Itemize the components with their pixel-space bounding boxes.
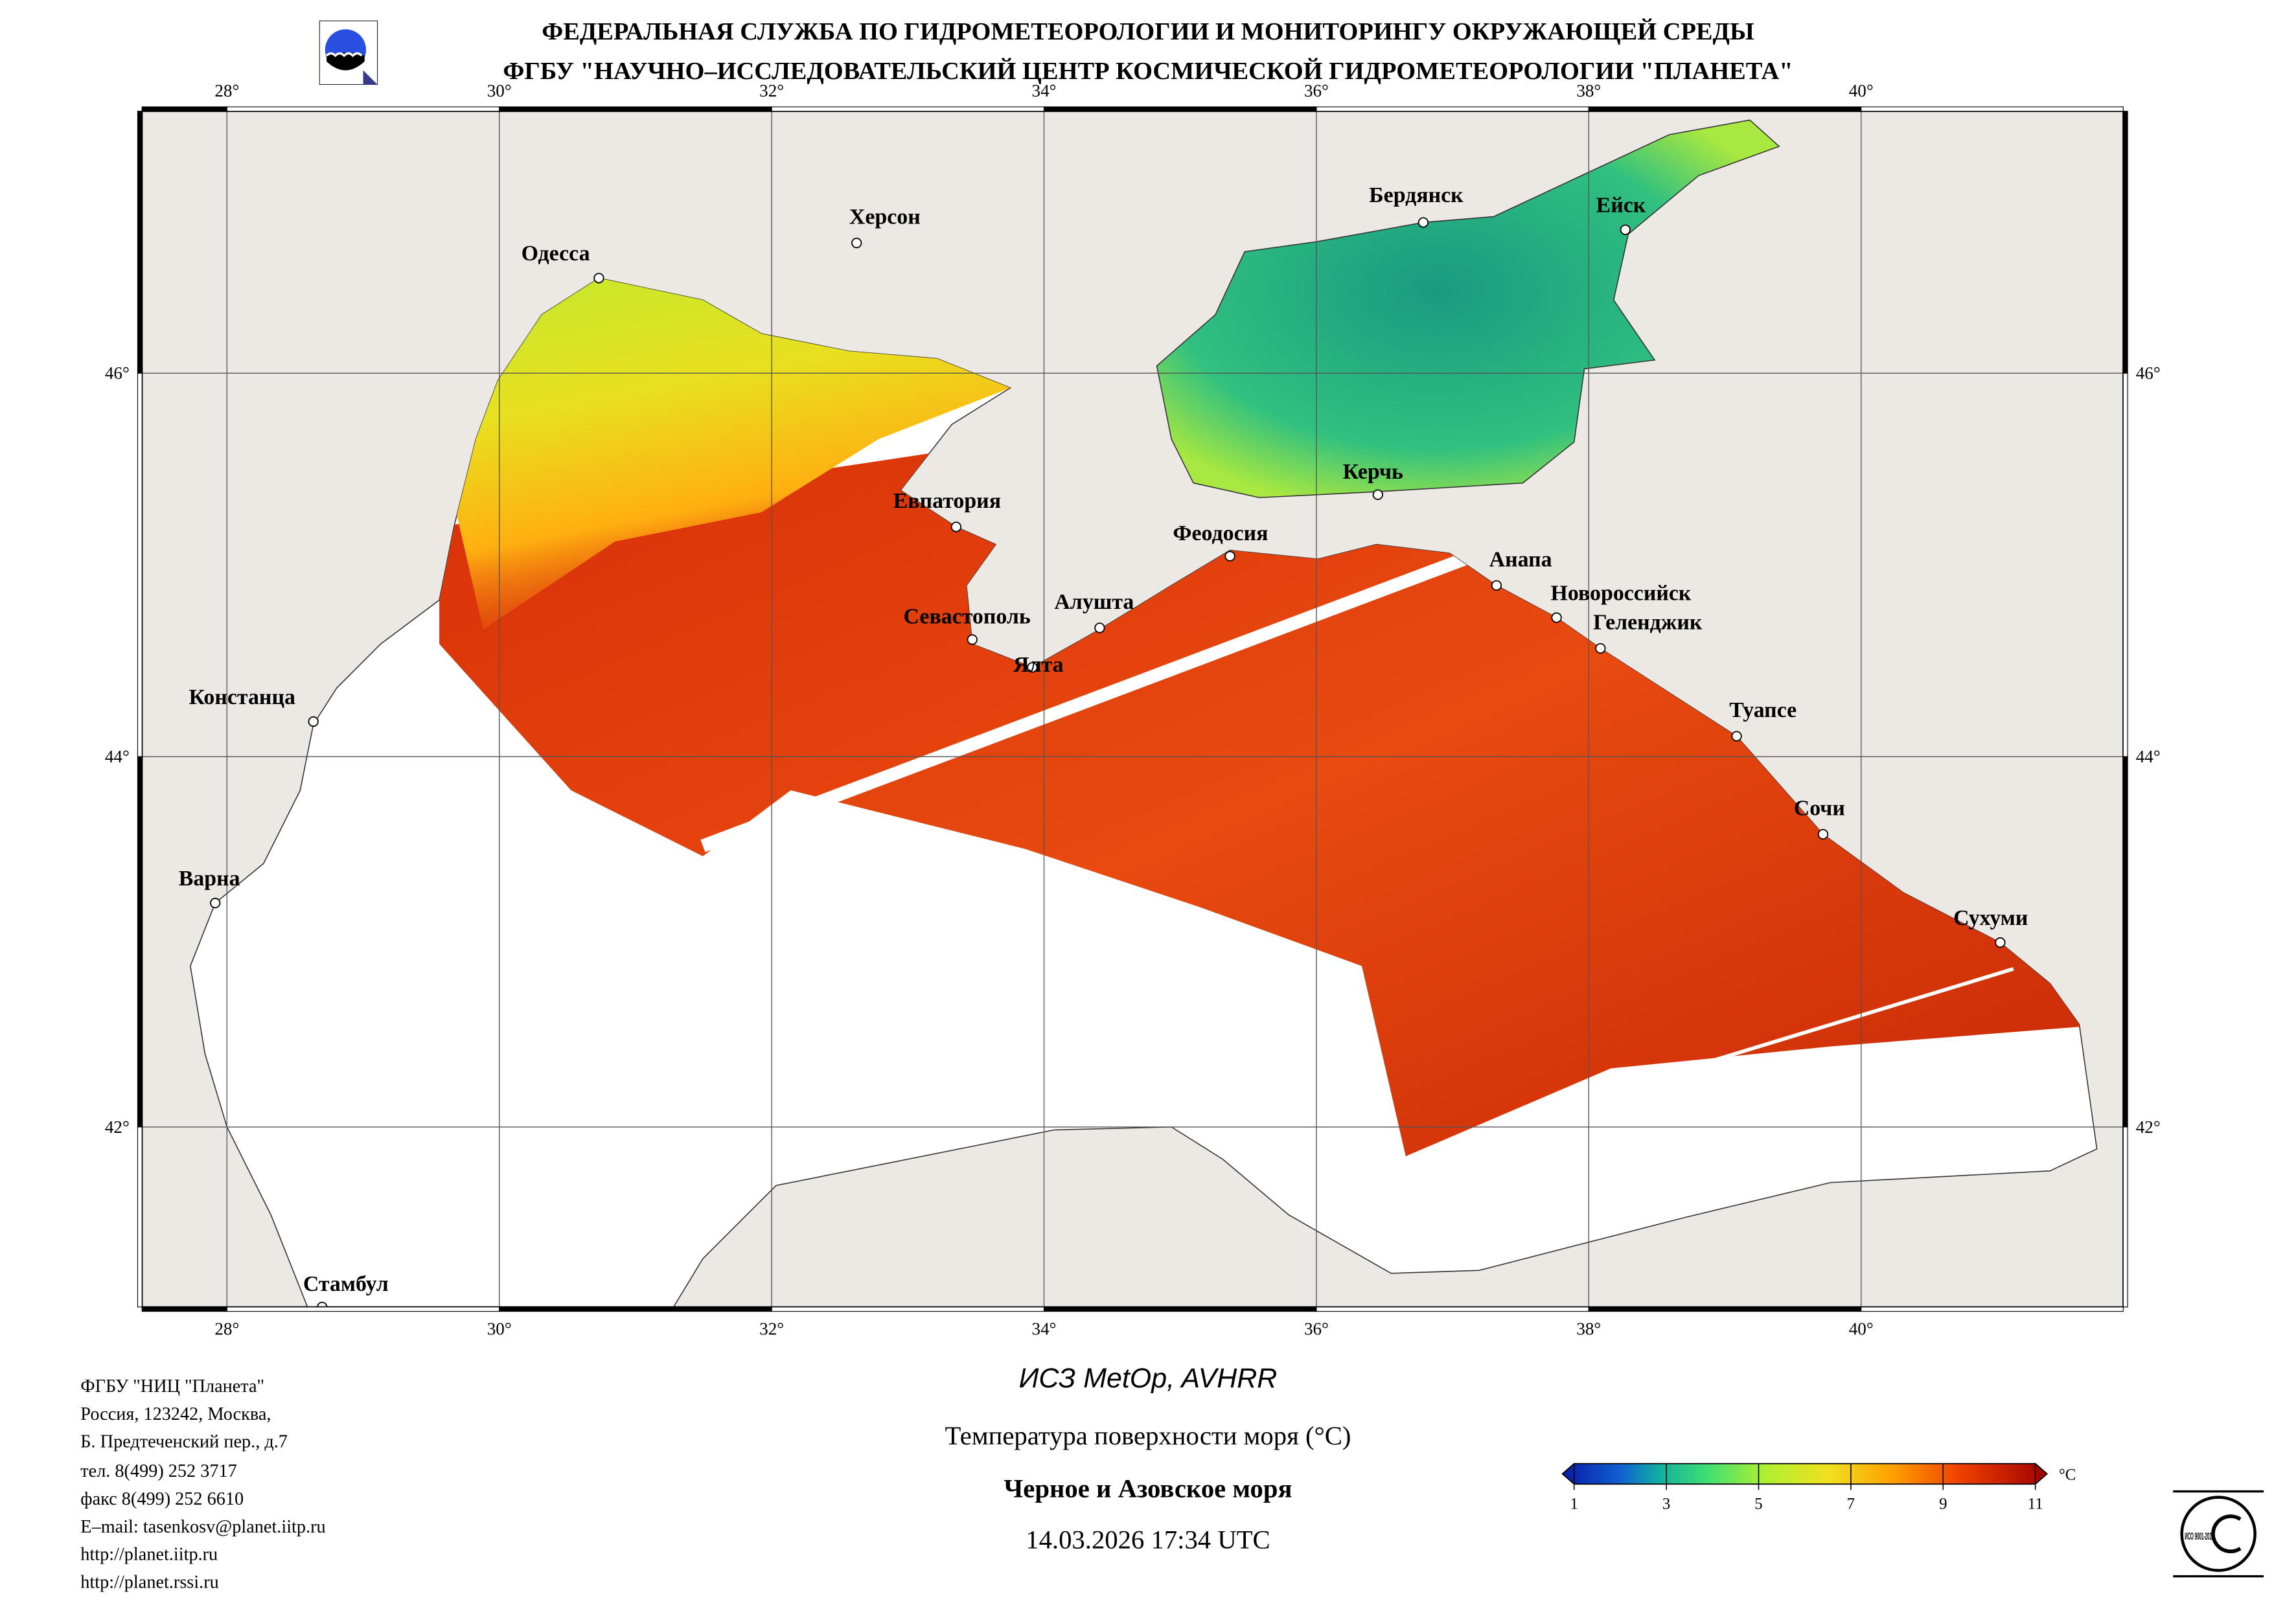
city-marker: [1551, 612, 1562, 623]
colorbar-tick-label: 9: [1939, 1496, 1947, 1513]
contact-info: ФГБУ "НИЦ "Планета" Россия, 123242, Моск…: [80, 1373, 325, 1598]
city-label: Феодосия: [1173, 521, 1268, 545]
city-label: Новороссийск: [1551, 581, 1692, 605]
longitude-label: 38°: [1576, 1319, 1601, 1339]
iso-certification-badge: ИСО 9001-2015: [2173, 1490, 2264, 1578]
longitude-label: 38°: [1576, 81, 1601, 100]
latitude-label: 46°: [105, 363, 130, 383]
city-label: Одесса: [522, 242, 590, 266]
city-marker: [1491, 580, 1502, 591]
city-marker: [1995, 937, 2006, 948]
colorbar-tick-label: 5: [1754, 1496, 1762, 1513]
city-label: Варна: [179, 867, 240, 891]
region-title: Черное и Азовское моря: [1004, 1474, 1292, 1503]
longitude-label: 36°: [1304, 81, 1329, 100]
city-marker: [593, 273, 604, 284]
city-label: Керчь: [1343, 460, 1403, 484]
contact-link[interactable]: http://planet.rssi.ru: [80, 1572, 219, 1593]
longitude-label: 34°: [1032, 1319, 1057, 1339]
city-label: Туапсе: [1729, 698, 1797, 722]
graticule: [142, 111, 2124, 1307]
city-label: Геленджик: [1593, 611, 1703, 635]
city-marker: [1418, 217, 1429, 228]
contact-line: ФГБУ "НИЦ "Планета": [80, 1376, 265, 1396]
longitude-label: 28°: [214, 81, 239, 100]
longitude-label: 30°: [487, 81, 512, 100]
city-label: Севастополь: [904, 605, 1031, 629]
longitude-label: 28°: [214, 1319, 239, 1339]
contact-line: Россия, 123242, Москва,: [80, 1404, 271, 1425]
colorbar-tick-label: 11: [2028, 1496, 2043, 1513]
observation-datetime: 14.03.2026 17:34 UTC: [1026, 1525, 1270, 1555]
contact-line: Б. Предтеченский пер., д.7: [80, 1431, 288, 1453]
colorbar-tick-label: 3: [1662, 1496, 1670, 1513]
colorbar-tick-label: 1: [1570, 1496, 1578, 1513]
city-marker: [851, 237, 862, 249]
latitude-label: 42°: [2136, 1117, 2161, 1137]
satellite-label: ИСЗ MetOp, AVHRR: [1018, 1363, 1278, 1395]
city-label: Сухуми: [1953, 906, 2028, 930]
longitude-label: 32°: [759, 81, 784, 100]
latitude-label: 42°: [105, 1117, 130, 1137]
swath-gap: [1581, 967, 2014, 1102]
contact-email[interactable]: E–mail: tasenkosv@planet.iitp.ru: [80, 1516, 326, 1537]
longitude-label: 40°: [1849, 1319, 1874, 1339]
contact-link[interactable]: http://planet.iitp.ru: [80, 1544, 218, 1566]
latitude-label: 46°: [2136, 363, 2161, 383]
product-title: Температура поверхности моря (°C): [945, 1421, 1351, 1451]
contact-line: факс 8(499) 252 6610: [80, 1488, 244, 1509]
city-label: Сочи: [1794, 797, 1845, 821]
city-marker: [1817, 828, 1829, 840]
city-marker: [950, 521, 962, 532]
city-label: Анапа: [1489, 547, 1552, 571]
city-label: Ейск: [1596, 194, 1646, 218]
city-label: Стамбул: [303, 1272, 389, 1296]
colorbar-ramp: [1561, 1463, 2049, 1485]
iso-badge-text: ИСО 9001-2015: [2185, 1531, 2214, 1542]
longitude-label: 34°: [1032, 81, 1057, 100]
latitude-label: 44°: [105, 747, 130, 766]
latitude-label: 44°: [2136, 747, 2161, 766]
city-label: Бердянск: [1369, 183, 1464, 207]
city-marker: [967, 634, 978, 645]
city-marker: [210, 898, 221, 909]
sst-warm-region: [439, 439, 2097, 1157]
city-label: Констанца: [189, 685, 295, 709]
center-title: ФГБУ "НАУЧНО–ИССЛЕДОВАТЕЛЬСКИЙ ЦЕНТР КОС…: [503, 57, 1793, 85]
city-marker: [1094, 622, 1105, 633]
longitude-label: 30°: [487, 1319, 512, 1339]
planeta-logo-icon: [319, 20, 378, 85]
city-marker: [1224, 551, 1235, 562]
colorbar-unit: °C: [2059, 1466, 2076, 1483]
longitude-label: 32°: [759, 1319, 784, 1339]
city-label: Ялта: [1013, 653, 1064, 677]
city-markers: Одесса Херсон Бердянск Ейск Керчь Евпатория Фе…: [179, 183, 2028, 1307]
city-label: Алушта: [1054, 590, 1134, 614]
city-marker: [1731, 731, 1742, 742]
map-frame: [137, 106, 2128, 1312]
city-marker: [1372, 489, 1383, 500]
sea-of-azov-sst: [1156, 119, 1780, 499]
city-label: Евпатория: [893, 489, 1001, 513]
city-marker: [1620, 224, 1631, 235]
city-marker: [1595, 643, 1606, 654]
longitude-label: 36°: [1304, 1319, 1329, 1339]
longitude-label: 40°: [1849, 81, 1874, 100]
city-marker: [308, 716, 319, 727]
agency-title: ФЕДЕРАЛЬНАЯ СЛУЖБА ПО ГИДРОМЕТЕОРОЛОГИИ …: [542, 17, 1754, 46]
colorbar-tick-label: 7: [1847, 1496, 1855, 1513]
city-marker: [1027, 662, 1038, 673]
coordinate-labels: 28° 28° 30° 30° 32° 32° 34° 34° 36° 36° 38° 38° 40° 4…: [105, 81, 2161, 1339]
contact-line: тел. 8(499) 252 3717: [80, 1460, 237, 1481]
colorbar-scale: °C 1 3 5 7 9 11: [1561, 1463, 2076, 1513]
swath-gap: [700, 553, 1467, 852]
city-label: Херсон: [849, 205, 921, 229]
